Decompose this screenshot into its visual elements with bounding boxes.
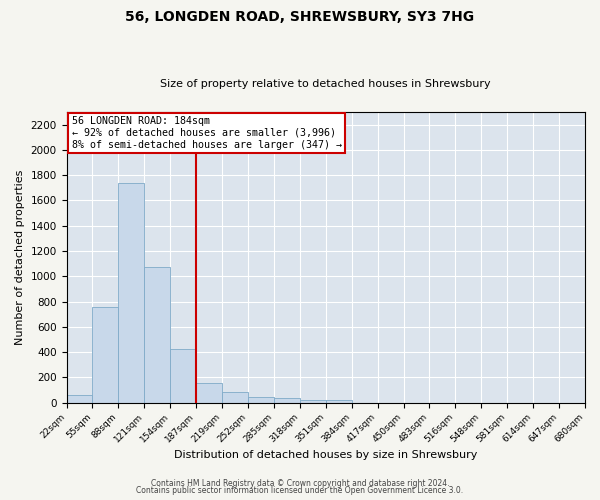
Bar (222, 392, 248, 402)
Bar (274, 398, 300, 402)
Title: Size of property relative to detached houses in Shrewsbury: Size of property relative to detached ho… (160, 79, 491, 89)
Bar (248, 397, 274, 402)
Y-axis label: Number of detached properties: Number of detached properties (15, 170, 25, 345)
Bar (67, 395, 92, 402)
Text: Contains public sector information licensed under the Open Government Licence 3.: Contains public sector information licen… (136, 486, 464, 495)
X-axis label: Distribution of detached houses by size in Shrewsbury: Distribution of detached houses by size … (174, 450, 478, 460)
Bar (326, 400, 352, 402)
Text: 56 LONGDEN ROAD: 184sqm
← 92% of detached houses are smaller (3,996)
8% of semi-: 56 LONGDEN ROAD: 184sqm ← 92% of detache… (72, 116, 342, 150)
Bar (118, 183, 144, 402)
Bar (196, 383, 222, 402)
Bar (92, 306, 118, 402)
Bar (300, 400, 326, 402)
Text: Contains HM Land Registry data © Crown copyright and database right 2024.: Contains HM Land Registry data © Crown c… (151, 478, 449, 488)
Text: 56, LONGDEN ROAD, SHREWSBURY, SY3 7HG: 56, LONGDEN ROAD, SHREWSBURY, SY3 7HG (125, 10, 475, 24)
Bar (170, 349, 196, 403)
Bar (144, 267, 170, 402)
